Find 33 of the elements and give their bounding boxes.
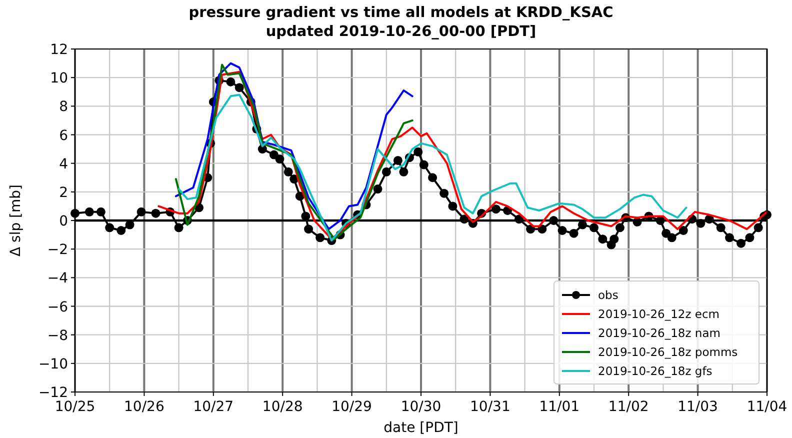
y-tick-label: 2	[59, 184, 68, 201]
x-tick-label: 10/28	[262, 399, 303, 415]
y-tick-label: 10	[50, 70, 68, 87]
y-tick-label: 0	[59, 214, 68, 230]
x-tick-label: 11/01	[539, 399, 580, 415]
legend-label: 2019-10-26_18z gfs	[598, 364, 712, 378]
legend-label: obs	[598, 288, 618, 302]
y-tick-label: −6	[47, 299, 68, 316]
y-tick-label: 8	[59, 99, 68, 116]
y-tick-label: −2	[47, 242, 68, 258]
y-tick-label: −4	[47, 270, 68, 287]
y-tick-label: −12	[38, 385, 68, 401]
y-tick-label: 12	[50, 42, 68, 58]
y-tick-label: 4	[59, 156, 68, 172]
x-tick-label: 11/04	[746, 399, 788, 415]
chart-subtitle: updated 2019-10-26_00-00 [PDT]	[266, 24, 536, 40]
x-tick-label: 10/29	[332, 399, 372, 415]
x-tick-label: 11/03	[678, 399, 718, 415]
x-tick-label: 10/25	[54, 399, 96, 415]
y-axis-title: Δ slp [mb]	[8, 184, 24, 256]
y-tick-label: −10	[38, 356, 68, 372]
x-axis-title: date [PDT]	[384, 420, 458, 436]
y-tick-label: −8	[47, 328, 68, 344]
x-tick-label: 10/27	[193, 399, 234, 415]
x-tick-label: 11/02	[608, 399, 649, 415]
legend-label: 2019-10-26_18z nam	[598, 326, 720, 340]
x-tick-label: 10/26	[124, 399, 164, 415]
y-tick-label: 6	[59, 128, 68, 144]
x-tick-label: 10/30	[400, 399, 442, 415]
x-tick-label: 10/31	[470, 399, 510, 415]
chart-title: pressure gradient vs time all models at KRDD_KSAC	[188, 5, 614, 21]
legend-label: 2019-10-26_18z pomms	[598, 345, 738, 359]
legend-label: 2019-10-26_12z ecm	[598, 307, 720, 321]
